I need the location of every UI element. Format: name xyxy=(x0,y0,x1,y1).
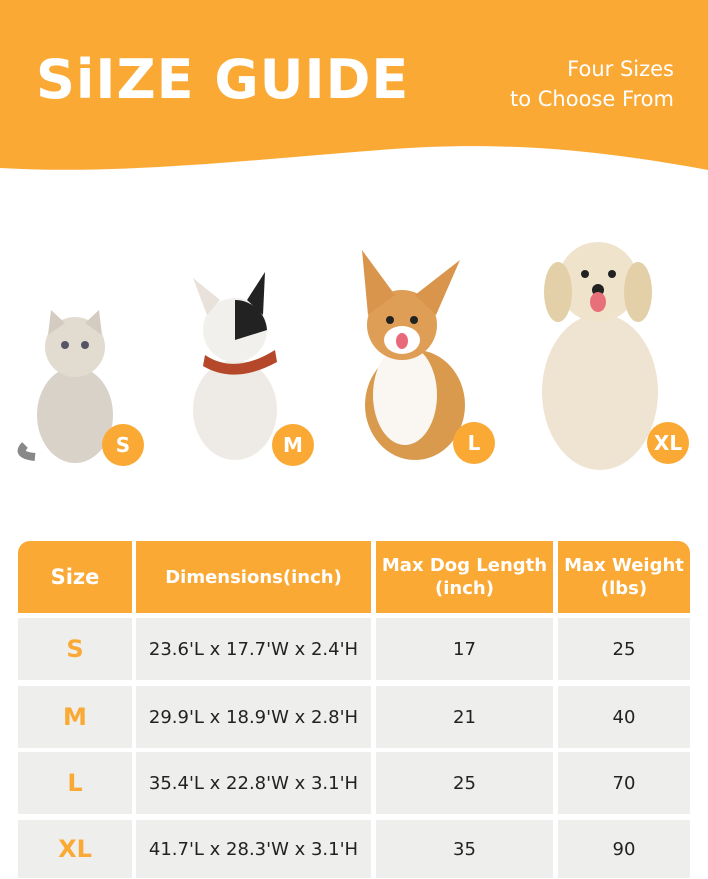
cell-length: 17 xyxy=(376,618,553,680)
header-size: Size xyxy=(18,541,132,613)
cell-size: M xyxy=(18,686,132,748)
cell-dimensions: 23.6'L x 17.7'W x 2.4'H xyxy=(136,618,371,680)
page-title: SiIZE GUIDE xyxy=(36,48,410,111)
corgi-image xyxy=(362,250,465,460)
cell-weight: 70 xyxy=(558,752,690,814)
cell-dimensions: 35.4'L x 22.8'W x 3.1'H xyxy=(136,752,371,814)
cell-length: 35 xyxy=(376,820,553,878)
cell-weight: 40 xyxy=(558,686,690,748)
cell-weight: 25 xyxy=(558,618,690,680)
cell-size: S xyxy=(18,618,132,680)
header-weight: Max Weight (lbs) xyxy=(558,541,690,613)
subtitle-line-1: Four Sizes xyxy=(567,57,674,81)
header-dimensions: Dimensions(inch) xyxy=(136,541,371,613)
cell-dimensions: 41.7'L x 28.3'W x 3.1'H xyxy=(136,820,371,878)
cell-size: XL xyxy=(18,820,132,878)
cell-length: 21 xyxy=(376,686,553,748)
cell-size: L xyxy=(18,752,132,814)
size-badge-l: L xyxy=(453,422,495,464)
subtitle-line-2: to Choose From xyxy=(510,87,674,111)
header-banner xyxy=(0,0,708,170)
french-bulldog-image xyxy=(193,272,277,460)
cell-weight: 90 xyxy=(558,820,690,878)
size-badge-s: S xyxy=(102,424,144,466)
golden-retriever-image xyxy=(542,242,658,470)
subtitle: Four Sizes to Choose From xyxy=(510,54,674,114)
size-badge-xl: XL xyxy=(647,422,689,464)
header-length: Max Dog Length (inch) xyxy=(376,541,553,613)
cell-length: 25 xyxy=(376,752,553,814)
size-badge-m: M xyxy=(272,424,314,466)
cat-image xyxy=(17,310,113,463)
cell-dimensions: 29.9'L x 18.9'W x 2.8'H xyxy=(136,686,371,748)
